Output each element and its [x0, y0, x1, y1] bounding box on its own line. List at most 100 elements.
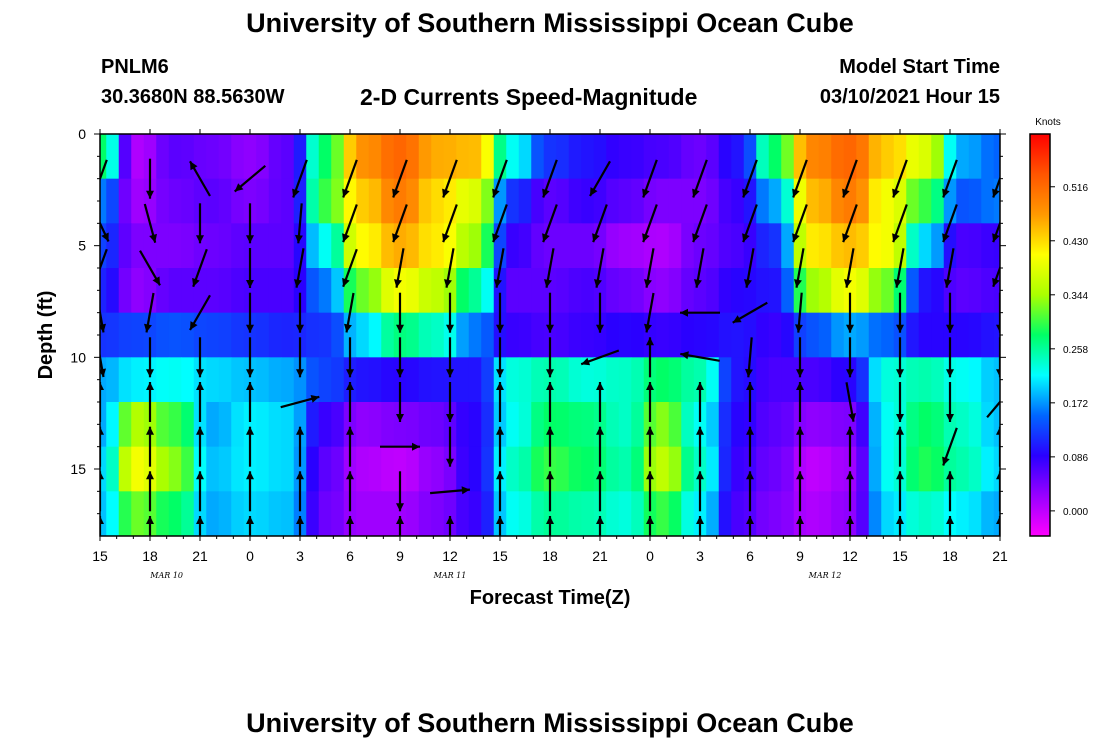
heatmap-cell — [231, 491, 245, 536]
current-vector-arrow — [742, 204, 758, 243]
heatmap-cell — [481, 402, 495, 448]
heatmap-cell — [81, 268, 94, 313]
heatmap-cell — [906, 178, 920, 224]
y-tick-label: 5 — [78, 238, 86, 254]
heatmap-cell — [268, 134, 282, 180]
heatmap-cell — [668, 268, 682, 314]
heatmap-cell — [481, 134, 495, 180]
heatmap-cell — [343, 178, 357, 224]
heatmap-cell — [856, 134, 870, 180]
current-vector-arrow — [589, 160, 611, 197]
current-vector-arrow — [446, 292, 454, 333]
current-vector-arrow — [246, 471, 254, 512]
heatmap-cell — [443, 134, 457, 180]
heatmap-cell — [731, 446, 745, 492]
heatmap-cell — [243, 134, 257, 180]
current-vector-arrow — [680, 351, 720, 362]
heatmap-cell — [481, 357, 495, 403]
heatmap-cell — [281, 402, 295, 448]
heatmap-cell — [168, 312, 182, 358]
heatmap-cell — [506, 357, 520, 403]
current-vector-arrow — [146, 382, 154, 422]
heatmap-cell — [681, 268, 695, 314]
heatmap-cell — [431, 446, 445, 492]
heatmap-cell — [356, 223, 370, 269]
heatmap-cell — [868, 178, 882, 224]
heatmap-cell — [706, 134, 720, 180]
current-vector-arrow — [296, 426, 304, 467]
heatmap-cell — [968, 178, 982, 224]
heatmap-cell — [231, 402, 245, 448]
heatmap-cell — [593, 357, 607, 403]
current-vector-arrow — [892, 159, 908, 198]
heatmap-cell — [968, 134, 982, 180]
heatmap-cell — [418, 178, 432, 224]
heatmap-cell — [743, 357, 757, 403]
current-vector-arrow — [196, 337, 204, 378]
heatmap-cell — [818, 268, 832, 314]
heatmap-cell — [356, 134, 370, 180]
heatmap-cell — [556, 491, 570, 536]
heatmap-cell — [768, 446, 782, 492]
heatmap-cell — [100, 268, 107, 314]
heatmap-cell — [118, 491, 132, 536]
heatmap-cell — [393, 312, 407, 358]
heatmap-cell — [693, 312, 707, 358]
colorbar-tick-label: 0.430 — [1063, 237, 1088, 248]
heatmap-cell — [831, 178, 845, 224]
current-vector-arrow — [746, 471, 754, 512]
heatmap-cell — [881, 223, 895, 269]
heatmap-cell — [706, 402, 720, 448]
current-vector-arrow — [446, 426, 454, 467]
heatmap-cell — [793, 134, 807, 180]
x-tick-label: 15 — [892, 548, 908, 564]
heatmap-cell — [318, 357, 332, 403]
heatmap-cell — [606, 491, 620, 536]
heatmap-cell — [193, 402, 207, 448]
heatmap-cell — [706, 268, 720, 314]
y-tick-label: 10 — [70, 349, 86, 365]
current-vector-arrow — [846, 292, 854, 333]
heatmap-cell — [131, 446, 145, 492]
heatmap-cell — [343, 446, 357, 492]
current-vector-arrow — [546, 426, 554, 467]
heatmap-cell — [481, 312, 495, 358]
x-tick-label: 18 — [142, 548, 158, 564]
station-id: PNLM6 — [101, 56, 169, 78]
heatmap-cell — [1006, 179, 1019, 224]
colorbar: Knots 0.000 0.086 0.172 0.258 0.344 0.430 0.51… — [1029, 117, 1088, 537]
current-vector-arrow — [596, 471, 604, 512]
current-vector-arrow — [842, 159, 858, 198]
heatmap-cell — [293, 134, 307, 180]
heatmap-cell — [568, 178, 582, 224]
heatmap-cell — [456, 178, 470, 224]
heatmap-cell — [381, 134, 395, 180]
heatmap-cell — [431, 268, 445, 314]
heatmap-cell — [443, 357, 457, 403]
current-vector-arrow — [796, 382, 804, 422]
heatmap-cell — [706, 312, 720, 358]
heatmap-cell — [731, 134, 745, 180]
heatmap-cell — [493, 178, 507, 224]
model-start-value: 03/10/2021 Hour 15 — [819, 86, 1000, 108]
heatmap-cell — [931, 223, 945, 269]
heatmap-cell — [418, 134, 432, 180]
heatmap-cell — [556, 223, 570, 269]
current-vector-arrow — [296, 471, 304, 512]
heatmap-cell — [968, 446, 982, 492]
heatmap-cell — [656, 402, 670, 448]
current-vector-arrow — [846, 471, 854, 512]
current-vector-arrow — [642, 204, 658, 243]
colorbar-gradient — [1029, 133, 1051, 537]
heatmap-cell — [981, 491, 995, 536]
heatmap-cell — [431, 223, 445, 269]
current-vector-arrow — [996, 426, 1000, 467]
heatmap-cell — [368, 402, 382, 448]
heatmap-cell — [481, 491, 495, 536]
x-tick-label: 21 — [992, 548, 1008, 564]
heatmap-cell — [543, 446, 557, 492]
current-vector-arrow — [942, 204, 958, 243]
heatmap-cell — [981, 178, 995, 224]
heatmap-cell — [568, 268, 582, 314]
current-vector-arrow — [494, 248, 505, 288]
